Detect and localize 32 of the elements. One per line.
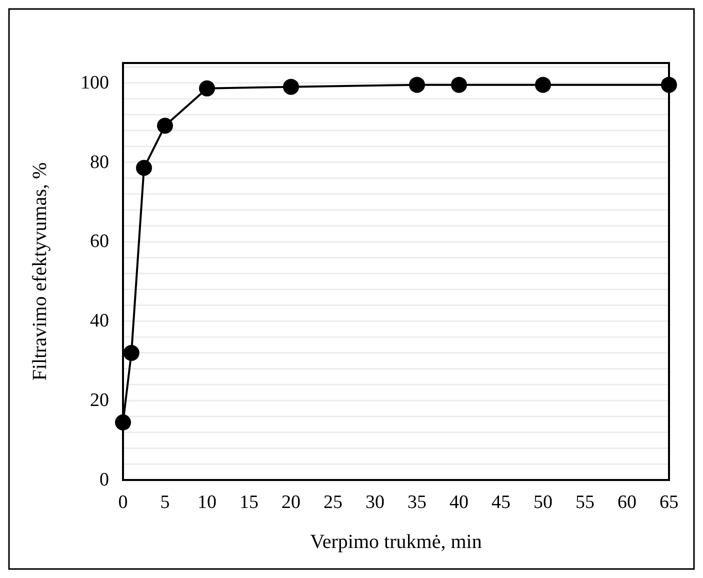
point <box>661 76 677 93</box>
y-tick-label: 40 <box>90 310 109 332</box>
x-tick-label: 45 <box>492 492 510 513</box>
point <box>409 76 425 93</box>
y-tick-label: 0 <box>100 470 109 490</box>
point <box>136 160 152 176</box>
y-tick-label: 60 <box>90 231 109 252</box>
y-tick-label: 20 <box>90 390 109 412</box>
x-tick-label: 25 <box>324 492 342 513</box>
point <box>115 414 131 430</box>
x-tick-label: 20 <box>282 492 300 513</box>
y-tick-label: 100 <box>80 72 109 94</box>
x-tick-label: 5 <box>160 492 170 513</box>
point <box>199 80 215 96</box>
x-axis-title: Verpimo trukmė, min <box>310 531 482 553</box>
y-axis-title: Filtravimo efektyvumas, % <box>29 162 51 381</box>
x-tick-label: 10 <box>198 492 216 513</box>
x-tick-label: 0 <box>118 492 128 513</box>
point <box>283 78 299 95</box>
x-tick-label: 30 <box>366 492 384 513</box>
x-tick-label: 40 <box>450 492 468 513</box>
point <box>157 118 173 134</box>
point <box>123 344 140 361</box>
point <box>535 76 551 93</box>
x-tick-label: 60 <box>618 492 636 513</box>
x-tick-label: 55 <box>576 492 594 513</box>
point <box>451 76 467 93</box>
x-tick-label: 65 <box>660 492 678 513</box>
x-tick-label: 35 <box>408 492 426 513</box>
x-tick-label: 50 <box>534 492 552 513</box>
y-tick-label: 80 <box>90 152 109 173</box>
x-tick-label: 15 <box>240 492 258 513</box>
